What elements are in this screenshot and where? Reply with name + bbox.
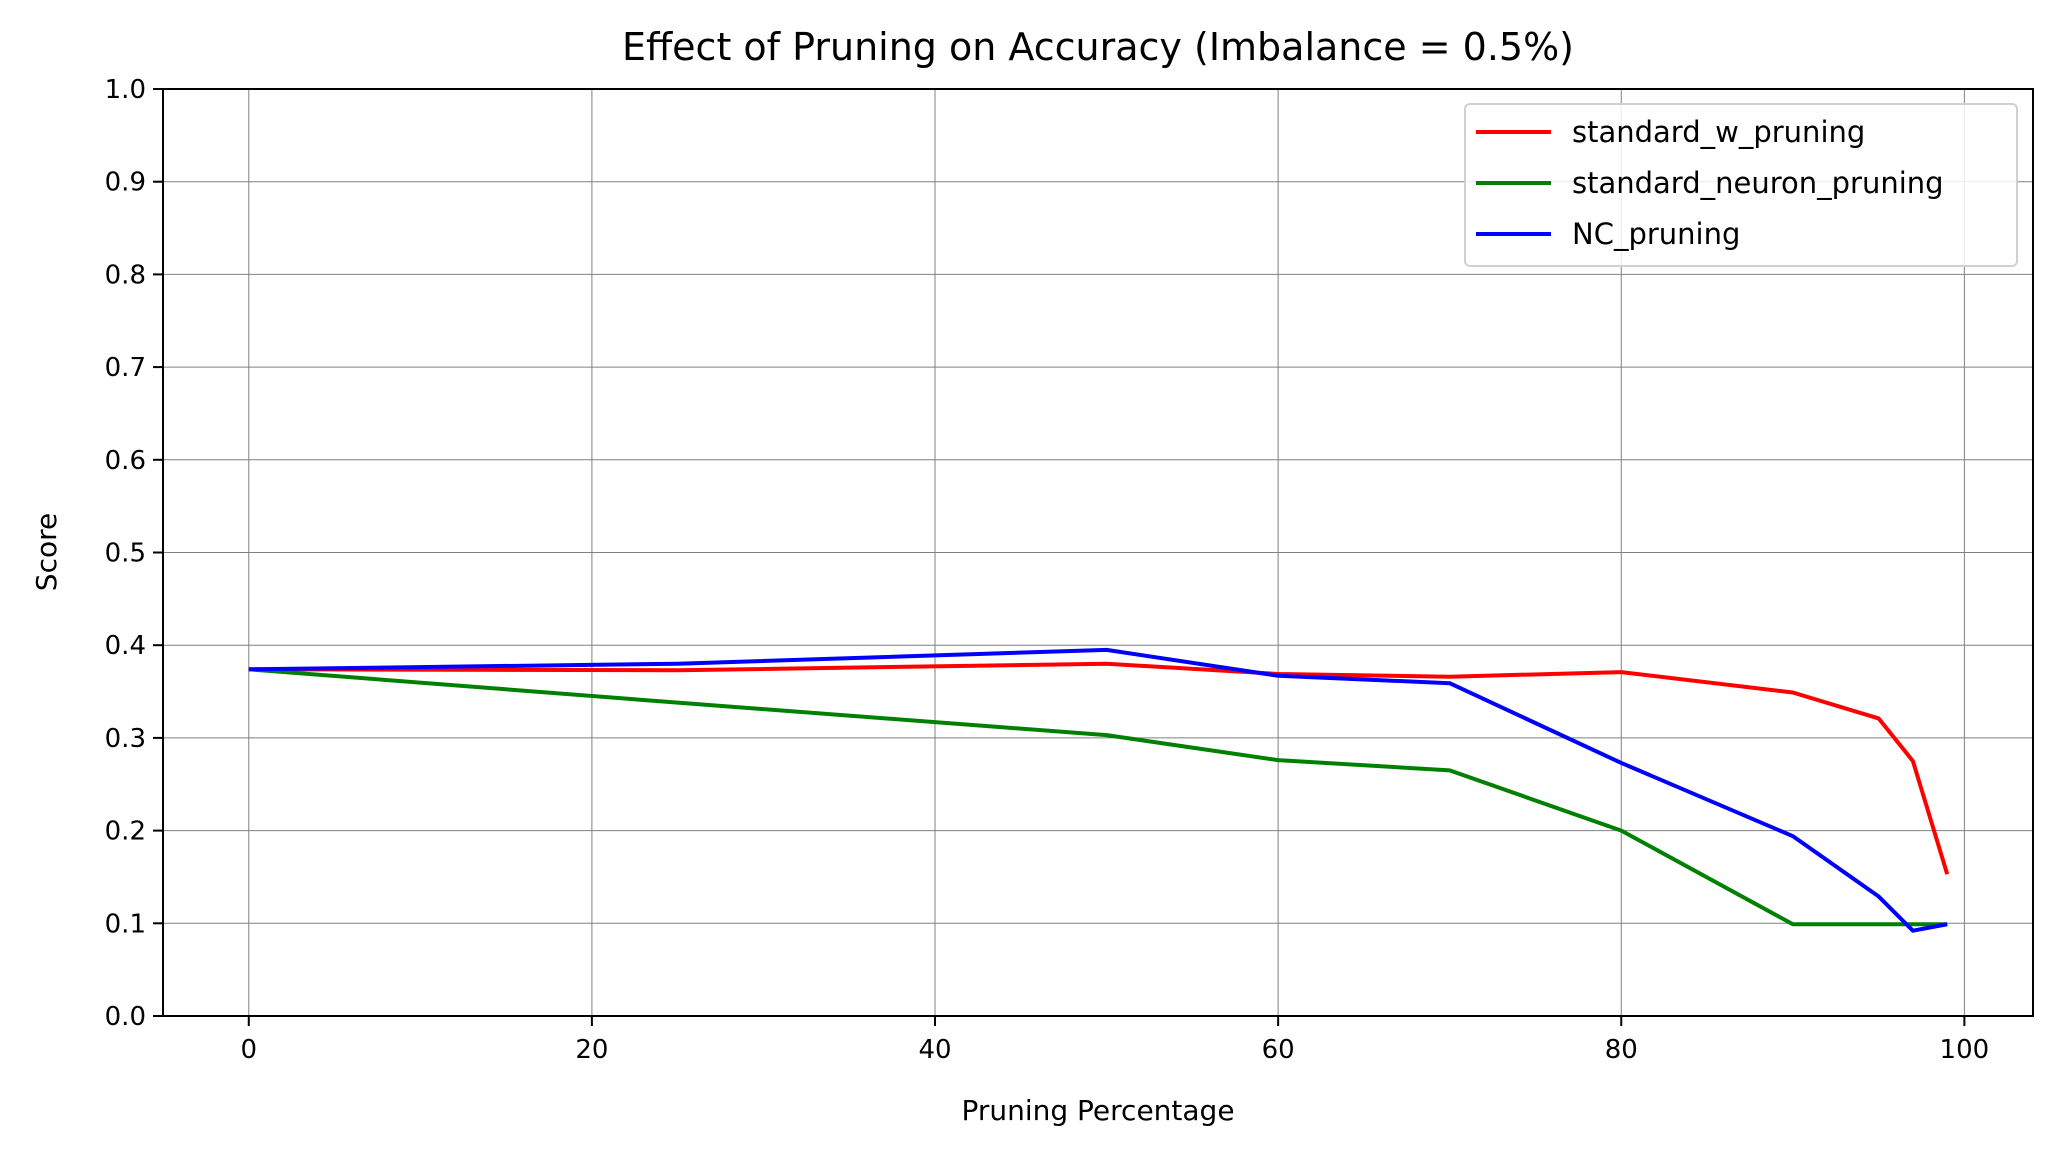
x-tick-label: 0 — [241, 1035, 258, 1065]
legend-items: standard_w_pruning standard_neuron_prunin… — [1476, 115, 1944, 251]
series-line-standard-w-pruning — [248, 661, 1950, 875]
axis-ticks: 0 20 40 60 80 100 0.0 0.1 0.2 0.3 0.4 0.5 0.6 0.7 0.8 0… — [105, 75, 1990, 1065]
series-layer — [248, 647, 1950, 933]
legend-box — [1464, 103, 2018, 267]
y-tick-label: 0.8 — [105, 260, 146, 290]
legend-label-NC-pruning: NC_pruning — [1572, 217, 1740, 251]
series-line-NC-pruning — [248, 647, 1948, 933]
y-tick-label: 0.3 — [105, 724, 146, 754]
y-tick-label: 1.0 — [105, 75, 146, 105]
legend-label-standard-neuron-pruning: standard_neuron_pruning — [1572, 166, 1944, 200]
x-axis-label: Pruning Percentage — [961, 1094, 1234, 1127]
legend-label-standard-w-pruning: standard_w_pruning — [1572, 115, 1865, 149]
y-axis-label: Score — [30, 513, 63, 591]
y-tick-label: 0.5 — [105, 539, 146, 569]
y-tick-label: 0.2 — [105, 817, 146, 847]
x-tick-label: 20 — [575, 1035, 608, 1065]
x-tick-label: 40 — [918, 1035, 951, 1065]
x-tick-label: 80 — [1605, 1035, 1638, 1065]
y-tick-label: 0.1 — [105, 909, 146, 939]
y-tick-label: 0.0 — [105, 1002, 146, 1032]
legend: standard_w_pruning standard_neuron_prunin… — [1464, 103, 2018, 267]
y-tick-label: 0.6 — [105, 446, 146, 476]
grid — [163, 88, 2033, 1017]
series-line-standard-neuron-pruning — [248, 667, 1948, 927]
chart-title: Effect of Pruning on Accuracy (Imbalance… — [622, 25, 1574, 69]
y-tick-label: 0.4 — [105, 631, 146, 661]
y-tick-label: 0.9 — [105, 168, 146, 198]
y-tick-label: 0.7 — [105, 353, 146, 383]
x-tick-label: 60 — [1262, 1035, 1295, 1065]
x-tick-label: 100 — [1940, 1035, 1990, 1065]
